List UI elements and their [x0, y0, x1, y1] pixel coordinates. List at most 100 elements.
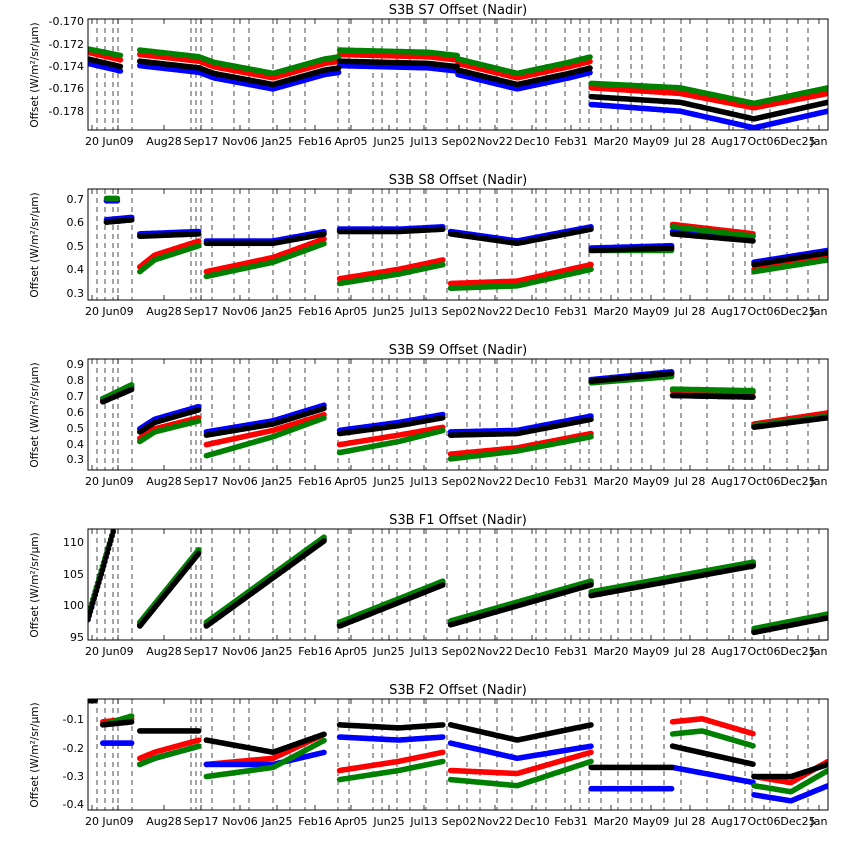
- data-point: [117, 63, 124, 70]
- data-point: [824, 99, 828, 106]
- y-tick-label: -0.170: [49, 15, 84, 28]
- series: [88, 46, 828, 107]
- x-tick-label: Feb16: [298, 135, 331, 148]
- panel-s9: S3B S9 Offset (Nadir) Offset (W/m²/sr/μm…: [29, 343, 829, 488]
- x-tick-label: Oct06: [747, 135, 780, 148]
- chart-title: S3B S8 Offset (Nadir): [389, 173, 527, 188]
- axis-ticks: [91, 19, 820, 130]
- data-point: [321, 236, 327, 242]
- x-tick-labels: 20 Jun09 Aug28 Sep17 Nov06 Jan25 Feb16 A…: [85, 135, 828, 148]
- x-tick-label: Apr05: [334, 305, 367, 318]
- y-tick-label: -0.178: [49, 105, 84, 118]
- x-tick-label: Jul13: [409, 135, 437, 148]
- panel-s8: S3B S8 Offset (Nadir) Offset (W/m²/sr/μm…: [29, 173, 829, 318]
- x-tick-label: Sep17: [184, 135, 219, 148]
- data-point: [824, 257, 828, 263]
- data-point: [321, 240, 327, 247]
- y-tick-label: 0.4: [67, 263, 85, 276]
- x-tick-label: Sep02: [442, 305, 477, 318]
- data-point: [128, 217, 135, 223]
- x-tick-label: Apr05: [334, 135, 367, 148]
- y-tick-labels: 0.7 0.6 0.5 0.4 0.3: [67, 193, 85, 300]
- data-point: [440, 257, 446, 263]
- x-tick-label: Oct06: [747, 305, 780, 318]
- y-axis-label: Offset (W/m²/sr/μm): [29, 22, 41, 127]
- data-point: [195, 243, 202, 249]
- plot-frame: [87, 188, 829, 301]
- data-point: [335, 65, 342, 71]
- data-point: [195, 238, 202, 244]
- y-tick-label: 0.7: [67, 193, 85, 206]
- data-point: [824, 85, 828, 91]
- y-tick-label: 0.5: [67, 240, 85, 253]
- x-tick-label: Jul 28: [674, 135, 706, 148]
- x-tick-label: Jul13: [409, 305, 437, 318]
- y-axis-label: Offset (W/m²/sr/μm): [29, 192, 41, 297]
- x-tick-label: Jun25: [372, 135, 404, 148]
- x-tick-label: Dec10: [514, 135, 549, 148]
- x-tick-label: Mar20: [594, 135, 629, 148]
- data-point: [668, 245, 675, 251]
- x-tick-label: Jan: [810, 305, 828, 318]
- chart-title: S3B S7 Offset (Nadir): [389, 3, 527, 18]
- x-tick-label: Nov22: [477, 305, 512, 318]
- x-tick-label: Feb16: [298, 305, 331, 318]
- panel-s7: S3B S7 Offset (Nadir) Offset (W/m²/sr/μm…: [29, 3, 829, 148]
- data-point: [335, 54, 342, 60]
- data-marks: [103, 195, 828, 292]
- y-tick-label: -0.174: [49, 60, 84, 73]
- x-tick-label: Aug28: [146, 305, 181, 318]
- y-tick-label: 0.6: [67, 216, 85, 229]
- data-point: [114, 195, 121, 202]
- plot-frame: [87, 18, 829, 131]
- x-tick-label: Nov06: [222, 135, 257, 148]
- x-tick-label: Jun09: [101, 135, 133, 148]
- x-tick-label: Jan: [810, 135, 828, 148]
- data-point: [117, 52, 124, 59]
- series: [88, 56, 828, 122]
- y-tick-label: 0.3: [67, 287, 85, 300]
- x-tick-label: Feb31: [554, 305, 587, 318]
- y-tick-label: -0.172: [49, 38, 84, 51]
- x-tick-label: Nov06: [222, 305, 257, 318]
- y-tick-labels: -0.170 -0.172 -0.174 -0.176 -0.178: [49, 15, 84, 118]
- x-tick-label: Nov22: [477, 135, 512, 148]
- data-point: [117, 68, 124, 74]
- axis-ticks: [91, 189, 820, 300]
- data-point: [321, 231, 327, 237]
- data-point: [824, 250, 828, 256]
- data-point: [440, 226, 446, 232]
- data-point: [588, 266, 594, 273]
- y-axis-label: Offset (W/m²/sr/μm): [29, 362, 41, 467]
- x-tick-label: Jul 28: [674, 305, 706, 318]
- x-tick-label: May09: [633, 135, 670, 148]
- data-point: [587, 65, 593, 71]
- x-tick-label: Sep02: [442, 135, 477, 148]
- x-tick-label: Dec25: [780, 305, 815, 318]
- x-tick-label: Aug17: [711, 305, 746, 318]
- series: [88, 60, 828, 130]
- x-tick-label: Jun25: [372, 305, 404, 318]
- data-point: [117, 57, 124, 63]
- x-tick-label: Sep17: [184, 305, 219, 318]
- x-tick-label: Feb31: [554, 135, 587, 148]
- x-tick-label: Aug28: [146, 135, 181, 148]
- data-point: [750, 238, 756, 244]
- data-point: [824, 90, 828, 97]
- series: [103, 217, 828, 268]
- x-tick-label: May09: [633, 305, 670, 318]
- data-point: [588, 226, 594, 232]
- x-tick-label: Jan25: [261, 135, 293, 148]
- x-tick-label: Dec10: [514, 305, 549, 318]
- x-tick-label: Mar20: [594, 305, 629, 318]
- x-tick-labels: 20 Jun09 Aug28 Sep17 Nov06 Jan25 Feb16 A…: [85, 305, 828, 318]
- x-tick-label: Jan25: [261, 305, 293, 318]
- x-tick-label: Dec25: [780, 135, 815, 148]
- y-tick-label: -0.176: [49, 82, 84, 95]
- data-marks: [88, 46, 828, 130]
- data-point: [588, 261, 594, 268]
- data-point: [750, 233, 756, 239]
- data-point: [587, 54, 593, 60]
- data-point: [195, 231, 202, 237]
